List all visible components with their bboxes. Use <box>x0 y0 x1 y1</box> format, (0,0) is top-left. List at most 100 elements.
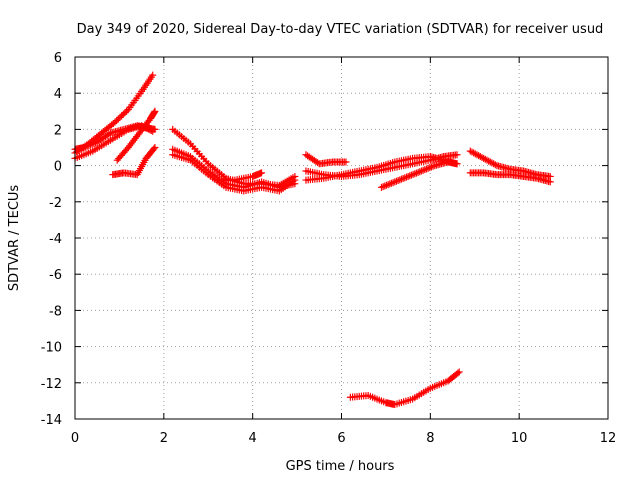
data-point <box>342 158 350 166</box>
y-tick-label: -12 <box>41 377 62 392</box>
data-point <box>258 169 266 177</box>
y-tick-label: -14 <box>41 413 62 428</box>
series-arc-d <box>113 107 159 164</box>
data-point <box>109 120 117 128</box>
data-point <box>414 168 422 176</box>
data-point <box>291 176 299 184</box>
data-point <box>116 113 124 121</box>
data-point <box>422 165 430 173</box>
data-point <box>118 112 126 120</box>
x-tick-label: 12 <box>600 431 617 446</box>
y-tick-label: -6 <box>49 268 62 283</box>
data-point <box>151 144 159 151</box>
data-point <box>391 178 399 186</box>
data-point <box>394 177 402 185</box>
data-point <box>150 145 158 153</box>
x-tick-label: 6 <box>337 431 345 446</box>
series-arc-a <box>71 71 157 157</box>
series-arc-e <box>109 144 159 179</box>
data-point <box>88 140 96 148</box>
data-point <box>379 183 387 191</box>
data-point <box>411 170 419 178</box>
data-point <box>546 178 554 186</box>
data-point <box>111 118 119 126</box>
data-point <box>105 130 113 138</box>
data-point <box>401 174 409 182</box>
data-point <box>396 176 404 184</box>
data-point <box>387 179 395 187</box>
y-tick-label: 6 <box>54 51 62 66</box>
data-point <box>121 109 129 117</box>
series-line <box>349 370 461 406</box>
data-point <box>424 164 432 172</box>
series-arc-h <box>169 151 299 195</box>
y-tick-label: 4 <box>54 87 62 102</box>
y-axis-label: SDTVAR / TECUs <box>7 185 22 292</box>
data-point <box>429 162 437 170</box>
data-point <box>119 110 127 118</box>
data-point <box>402 173 410 181</box>
y-tick-label: 2 <box>54 123 62 138</box>
series-arc-o <box>466 169 554 186</box>
y-tick-label: -2 <box>49 196 62 211</box>
data-point <box>454 369 462 377</box>
data-point <box>381 182 389 190</box>
data-point <box>113 117 121 125</box>
x-tick-label: 10 <box>511 431 528 446</box>
data-point <box>404 172 412 180</box>
x-tick-label: 4 <box>249 431 257 446</box>
series-arc-j <box>302 151 350 168</box>
data-series <box>71 71 554 409</box>
data-point <box>382 181 390 189</box>
grid <box>75 57 608 419</box>
data-point <box>389 179 397 187</box>
series-arc-l <box>302 153 461 184</box>
data-point <box>455 368 463 376</box>
data-point <box>416 168 424 176</box>
data-point <box>417 167 425 175</box>
data-point <box>82 143 90 151</box>
data-point <box>80 144 88 151</box>
x-tick-label: 0 <box>71 431 79 446</box>
y-tick-label: -4 <box>49 232 62 247</box>
data-point <box>409 170 417 178</box>
data-point <box>87 141 95 149</box>
data-point <box>314 159 322 167</box>
x-axis-label: GPS time / hours <box>286 459 395 474</box>
data-point <box>419 166 427 174</box>
plot-frame <box>74 56 609 420</box>
data-point <box>377 183 385 191</box>
data-point <box>90 139 98 147</box>
data-point <box>149 71 157 79</box>
data-point <box>421 166 429 174</box>
data-point <box>114 115 122 123</box>
data-point <box>151 107 159 115</box>
x-tick-label: 8 <box>426 431 434 446</box>
data-point <box>151 125 159 133</box>
data-point <box>406 172 414 180</box>
series-arc-i <box>213 169 266 184</box>
data-point <box>123 107 131 115</box>
data-point <box>407 171 415 179</box>
y-tick-label: 0 <box>54 160 62 175</box>
data-point <box>412 169 420 177</box>
data-point <box>83 142 91 150</box>
axis-ticks: 0 2 4 6 8 10 12 -14 -12 -10 -8 -6 -4 -2 0 2 4 6 <box>41 51 617 446</box>
series-arc-p <box>346 368 463 409</box>
data-point <box>397 175 405 183</box>
data-point <box>453 151 461 159</box>
data-point <box>384 181 392 189</box>
chart-title: Day 349 of 2020, Sidereal Day-to-day VTE… <box>77 22 604 37</box>
data-point <box>85 141 93 149</box>
data-point <box>399 174 407 182</box>
series-arc-m <box>377 158 461 191</box>
data-point <box>392 177 400 185</box>
y-tick-label: -10 <box>41 341 62 356</box>
data-point <box>491 161 499 169</box>
x-tick-label: 2 <box>160 431 168 446</box>
data-point <box>426 164 434 172</box>
data-point <box>386 180 394 188</box>
series-arc-g <box>169 145 299 191</box>
data-point <box>427 163 435 171</box>
